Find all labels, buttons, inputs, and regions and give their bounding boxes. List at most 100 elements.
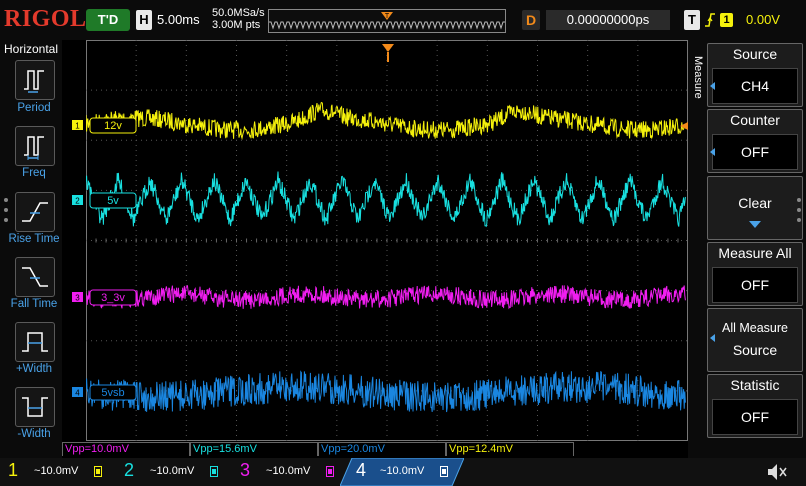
source-selector-icon xyxy=(710,82,715,90)
channel-3-number: 3 xyxy=(240,460,251,480)
channel-2-bandwidth-icon xyxy=(210,466,218,477)
clear-title: Clear xyxy=(738,195,772,211)
channel-label-3[interactable]: 3_3v xyxy=(89,289,137,306)
channel-1-scale: 10.0mV xyxy=(40,465,79,477)
trigger-status-badge: T'D xyxy=(86,9,130,31)
memory-waveform-icon: T xyxy=(269,12,505,30)
counter-softkey[interactable]: Counter OFF xyxy=(707,109,803,173)
trigger-level-marker[interactable] xyxy=(680,122,688,130)
channel-label-1[interactable]: 12v xyxy=(89,117,137,134)
period-icon[interactable] xyxy=(15,60,55,100)
menu-label-negative-width[interactable]: -Width xyxy=(17,428,51,440)
menu-label-period[interactable]: Period xyxy=(17,102,51,114)
counter-title: Counter xyxy=(730,112,780,128)
channel-1-number: 1 xyxy=(8,460,19,480)
delay-value[interactable]: 0.00000000ps xyxy=(546,10,670,30)
trigger-position-marker[interactable] xyxy=(382,44,394,52)
negative-width-icon[interactable] xyxy=(15,387,55,427)
waveform-traces xyxy=(86,101,686,413)
channel-1-trace xyxy=(86,101,686,141)
source-softkey[interactable]: Source CH4 xyxy=(707,43,803,107)
channel-2-trace xyxy=(86,171,686,228)
waveform-display[interactable]: 12v 5v 3_3v 5vsb xyxy=(86,40,688,441)
trigger-level[interactable]: 0.00V xyxy=(746,12,780,27)
channel-2-number: 2 xyxy=(124,460,135,480)
measurement-readout-1: Vpp=10.0mV xyxy=(62,442,190,456)
all-measure-selector-icon xyxy=(710,334,715,342)
all-measure-source-title: Source xyxy=(732,342,778,358)
svg-text:T: T xyxy=(385,13,390,20)
counter-value: OFF xyxy=(712,134,798,170)
measurement-readout-3: Vpp=20.0mV xyxy=(318,442,446,456)
left-panel-title: Horizontal xyxy=(3,42,59,56)
channel-offset-markers[interactable]: 1 2 3 4 xyxy=(70,118,86,408)
trigger-source-badge: 1 xyxy=(720,13,733,27)
channel-4-scale: 10.0mV xyxy=(386,465,425,477)
channel-1-tab[interactable]: 1 ~10.0mV xyxy=(0,458,112,486)
coupling-ac-icon: ~ xyxy=(380,465,387,477)
memory-waveform-bar[interactable]: T xyxy=(268,9,506,33)
channel-1-bandwidth-icon xyxy=(94,466,102,477)
source-title: Source xyxy=(732,46,778,62)
brand-logo: RIGOL xyxy=(4,6,87,32)
right-panel-page-dots-icon xyxy=(797,198,801,222)
channel-4-trace xyxy=(86,370,686,413)
channel-4-tab[interactable]: 4 ~10.0mV xyxy=(350,458,462,486)
channel-label-2[interactable]: 5v xyxy=(89,192,137,209)
sample-rate: 50.0MSa/s xyxy=(212,7,265,19)
channel-label-2-text: 5v xyxy=(107,195,119,207)
channel-4-tab-active-bg xyxy=(340,458,464,486)
source-value: CH4 xyxy=(712,68,798,104)
rise-time-icon[interactable] xyxy=(15,192,55,232)
timebase-value[interactable]: 5.00ms xyxy=(157,12,200,27)
svg-text:1: 1 xyxy=(75,122,80,131)
channel-3-trace xyxy=(86,284,686,310)
all-measure-source-softkey[interactable]: All Measure Source xyxy=(707,308,803,372)
channel-4-bandwidth-icon xyxy=(440,466,448,477)
delay-badge: D xyxy=(522,10,540,30)
channel-3-scale: 10.0mV xyxy=(272,465,311,477)
clear-softkey[interactable]: Clear xyxy=(707,176,803,240)
horizontal-badge: H xyxy=(136,10,152,30)
channel-label-1-text: 12v xyxy=(104,120,122,132)
speaker-mute-icon[interactable] xyxy=(766,462,788,482)
svg-text:2: 2 xyxy=(75,197,80,206)
menu-label-fall-time[interactable]: Fall Time xyxy=(10,298,58,310)
channel-4-number: 4 xyxy=(356,460,367,480)
counter-selector-icon xyxy=(710,148,715,156)
memory-depth: 3.00M pts xyxy=(212,19,261,31)
channel-2-tab[interactable]: 2 ~10.0mV xyxy=(116,458,228,486)
menu-label-freq[interactable]: Freq xyxy=(22,167,46,179)
measure-all-title: Measure All xyxy=(718,245,792,261)
trigger-badge: T xyxy=(684,10,700,30)
fall-time-icon[interactable] xyxy=(15,257,55,297)
chevron-down-icon xyxy=(749,221,761,228)
menu-label-positive-width[interactable]: +Width xyxy=(15,363,53,375)
statistic-title: Statistic xyxy=(730,377,780,393)
channel-3-tab[interactable]: 3 ~10.0mV xyxy=(232,458,344,486)
statistic-softkey[interactable]: Statistic OFF xyxy=(707,374,803,438)
coupling-ac-icon: ~ xyxy=(150,465,157,477)
measurement-readout-4: Vpp=12.4mV xyxy=(446,442,574,456)
rising-edge-icon xyxy=(705,13,715,27)
left-panel-page-dots-icon xyxy=(4,198,8,222)
channel-2-scale: 10.0mV xyxy=(156,465,195,477)
menu-label-rise-time[interactable]: Rise Time xyxy=(8,233,60,245)
svg-text:3: 3 xyxy=(75,294,80,303)
channel-3-bandwidth-icon xyxy=(326,466,334,477)
statistic-value: OFF xyxy=(712,399,798,435)
positive-width-icon[interactable] xyxy=(15,322,55,362)
channel-label-3-text: 3_3v xyxy=(101,292,125,304)
channel-label-4-text: 5vsb xyxy=(101,387,124,399)
coupling-ac-icon: ~ xyxy=(266,465,273,477)
measure-all-value: OFF xyxy=(712,267,798,303)
frequency-icon[interactable] xyxy=(15,126,55,166)
measurement-readout-2: Vpp=15.6mV xyxy=(190,442,318,456)
svg-text:4: 4 xyxy=(75,389,80,398)
coupling-ac-icon: ~ xyxy=(34,465,41,477)
measure-all-softkey[interactable]: Measure All OFF xyxy=(707,242,803,306)
channel-label-4[interactable]: 5vsb xyxy=(89,384,137,401)
all-measure-title: All Measure xyxy=(722,321,788,335)
right-menu-title: Measure xyxy=(692,56,704,99)
